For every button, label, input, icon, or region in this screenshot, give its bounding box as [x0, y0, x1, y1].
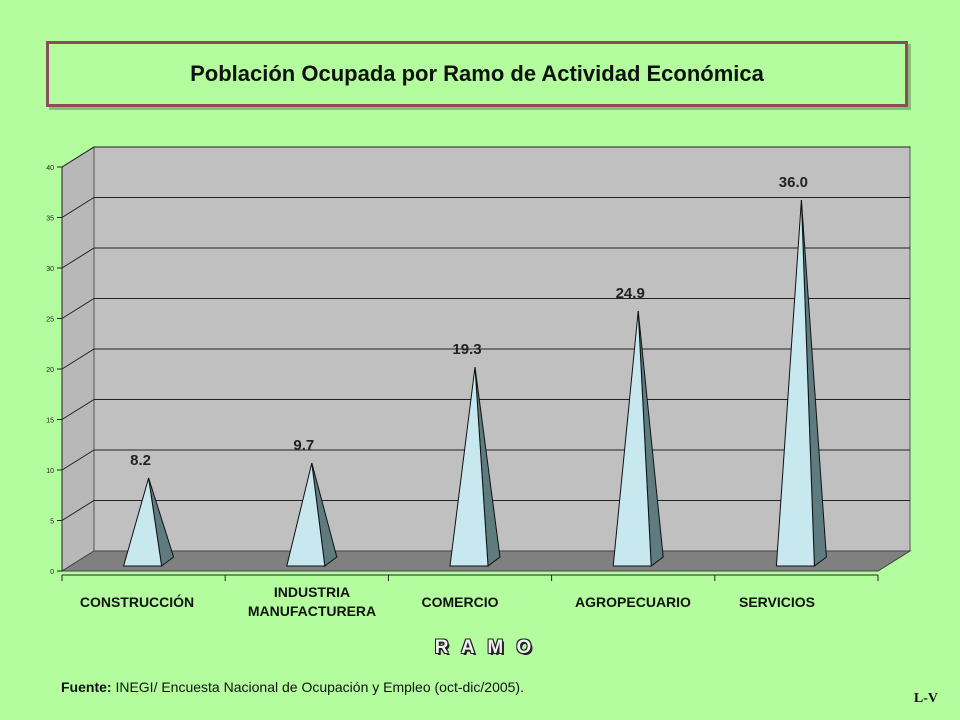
data-label: 19.3	[452, 341, 481, 358]
x-tick-label: COMERCIO	[421, 594, 499, 610]
bar	[286, 462, 326, 567]
x-tick-label: INDUSTRIA MANUFACTURERA	[247, 584, 377, 619]
chart-title-box: Población Ocupada por Ramo de Actividad …	[46, 41, 908, 107]
gridline	[61, 197, 910, 218]
y-tick-label: 15	[46, 418, 54, 425]
y-tick-label: 35	[46, 216, 54, 223]
data-label: 9.7	[293, 437, 314, 454]
x-tick-label: SERVICIOS	[739, 594, 815, 610]
source-label: Fuente:	[61, 679, 112, 695]
chart-title: Población Ocupada por Ramo de Actividad …	[190, 61, 764, 86]
x-tick-label: CONSTRUCCIÓN	[79, 594, 195, 610]
y-tick-label: 30	[46, 266, 54, 273]
gridline	[61, 146, 910, 168]
y-tick-label: 5	[50, 519, 54, 526]
y-tick-label: 10	[46, 468, 54, 475]
y-tick-label: 20	[46, 367, 54, 374]
data-label: 24.9	[616, 285, 645, 302]
y-tick-label: 25	[46, 317, 54, 324]
y-tick-label: 0	[50, 569, 54, 576]
gridline	[61, 247, 910, 269]
bar	[449, 366, 489, 567]
x-axis-label: R A M O	[434, 637, 536, 658]
data-label: 36.0	[779, 174, 808, 191]
gridline	[61, 298, 910, 319]
bar	[775, 200, 815, 567]
source-text: INEGI/ Encuesta Nacional de Ocupación y …	[111, 679, 524, 695]
bar	[122, 477, 163, 567]
data-label: 8.2	[130, 452, 151, 469]
source-note: Fuente: INEGI/ Encuesta Nacional de Ocup…	[61, 679, 524, 695]
bar	[612, 310, 652, 567]
y-tick-label: 40	[46, 165, 54, 172]
slide-id: L-V	[913, 691, 938, 706]
x-tick-label: AGROPECUARIO	[575, 594, 691, 610]
